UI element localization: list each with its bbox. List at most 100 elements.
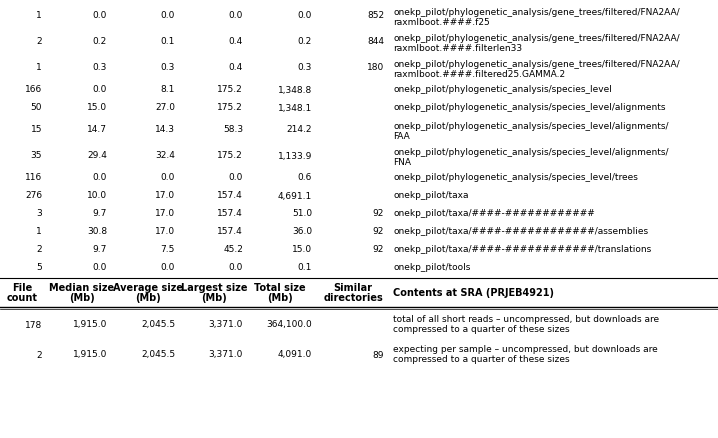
Text: 0.4: 0.4 <box>229 64 243 73</box>
Text: Total size: Total size <box>254 283 306 293</box>
Text: (Mb): (Mb) <box>201 293 227 303</box>
Text: 36.0: 36.0 <box>292 227 312 237</box>
Text: 17.0: 17.0 <box>155 191 175 201</box>
Text: 0.0: 0.0 <box>93 11 107 21</box>
Text: 0.0: 0.0 <box>93 264 107 272</box>
Text: 27.0: 27.0 <box>155 103 175 113</box>
Text: 0.0: 0.0 <box>228 173 243 183</box>
Text: 9.7: 9.7 <box>93 209 107 219</box>
Text: 58.3: 58.3 <box>223 126 243 134</box>
Text: Average size: Average size <box>113 283 183 293</box>
Text: 30.8: 30.8 <box>87 227 107 237</box>
Text: onekp_pilot/taxa: onekp_pilot/taxa <box>393 191 469 201</box>
Text: 0.0: 0.0 <box>93 85 107 95</box>
Text: onekp_pilot/taxa/####-############/assemblies: onekp_pilot/taxa/####-############/assem… <box>393 227 648 237</box>
Text: 17.0: 17.0 <box>155 209 175 219</box>
Text: 0.3: 0.3 <box>161 64 175 73</box>
Text: 45.2: 45.2 <box>223 246 243 254</box>
Text: 0.1: 0.1 <box>298 264 312 272</box>
Text: 844: 844 <box>367 38 384 46</box>
Text: onekp_pilot/phylogenetic_analysis/gene_trees/filtered/FNA2AA/: onekp_pilot/phylogenetic_analysis/gene_t… <box>393 60 680 69</box>
Text: 3: 3 <box>36 209 42 219</box>
Text: 32.4: 32.4 <box>155 152 175 160</box>
Text: onekp_pilot/taxa/####-############/translations: onekp_pilot/taxa/####-############/trans… <box>393 246 651 254</box>
Text: 14.7: 14.7 <box>87 126 107 134</box>
Text: 92: 92 <box>373 246 384 254</box>
Text: 15.0: 15.0 <box>87 103 107 113</box>
Text: 178: 178 <box>24 321 42 329</box>
Text: 1: 1 <box>36 11 42 21</box>
Text: onekp_pilot/phylogenetic_analysis/species_level/alignments/: onekp_pilot/phylogenetic_analysis/specie… <box>393 122 668 131</box>
Text: raxmlboot.####.filtered25.GAMMA.2: raxmlboot.####.filtered25.GAMMA.2 <box>393 70 565 79</box>
Text: 2: 2 <box>37 246 42 254</box>
Text: 1,915.0: 1,915.0 <box>73 350 107 360</box>
Text: 852: 852 <box>367 11 384 21</box>
Text: 8.1: 8.1 <box>161 85 175 95</box>
Text: 3,371.0: 3,371.0 <box>209 321 243 329</box>
Text: 9.7: 9.7 <box>93 246 107 254</box>
Text: 1: 1 <box>36 64 42 73</box>
Text: 1,915.0: 1,915.0 <box>73 321 107 329</box>
Text: 2: 2 <box>37 38 42 46</box>
Text: 0.0: 0.0 <box>298 11 312 21</box>
Text: 364,100.0: 364,100.0 <box>266 321 312 329</box>
Text: 89: 89 <box>373 350 384 360</box>
Text: Largest size: Largest size <box>181 283 247 293</box>
Text: 4,691.1: 4,691.1 <box>278 191 312 201</box>
Text: onekp_pilot/phylogenetic_analysis/species_level/alignments: onekp_pilot/phylogenetic_analysis/specie… <box>393 103 666 113</box>
Text: 116: 116 <box>24 173 42 183</box>
Text: onekp_pilot/tools: onekp_pilot/tools <box>393 264 470 272</box>
Text: 1,133.9: 1,133.9 <box>278 152 312 160</box>
Text: 0.4: 0.4 <box>229 38 243 46</box>
Text: 157.4: 157.4 <box>218 209 243 219</box>
Text: 0.0: 0.0 <box>161 173 175 183</box>
Text: 214.2: 214.2 <box>286 126 312 134</box>
Text: 157.4: 157.4 <box>218 191 243 201</box>
Text: Similar: Similar <box>333 283 373 293</box>
Text: 14.3: 14.3 <box>155 126 175 134</box>
Text: 0.0: 0.0 <box>93 173 107 183</box>
Text: 1,348.8: 1,348.8 <box>278 85 312 95</box>
Text: 1,348.1: 1,348.1 <box>278 103 312 113</box>
Text: 0.6: 0.6 <box>298 173 312 183</box>
Text: 1: 1 <box>36 227 42 237</box>
Text: expecting per sample – uncompressed, but downloads are: expecting per sample – uncompressed, but… <box>393 345 658 354</box>
Text: total of all short reads – uncompressed, but downloads are: total of all short reads – uncompressed,… <box>393 315 659 324</box>
Text: 15: 15 <box>30 126 42 134</box>
Text: Contents at SRA (PRJEB4921): Contents at SRA (PRJEB4921) <box>393 288 554 298</box>
Text: compressed to a quarter of these sizes: compressed to a quarter of these sizes <box>393 355 569 364</box>
Text: 276: 276 <box>25 191 42 201</box>
Text: FNA: FNA <box>393 158 411 167</box>
Text: 35: 35 <box>30 152 42 160</box>
Text: 15.0: 15.0 <box>292 246 312 254</box>
Text: (Mb): (Mb) <box>69 293 95 303</box>
Text: 4,091.0: 4,091.0 <box>278 350 312 360</box>
Text: 92: 92 <box>373 227 384 237</box>
Text: 17.0: 17.0 <box>155 227 175 237</box>
Text: 3,371.0: 3,371.0 <box>209 350 243 360</box>
Text: 10.0: 10.0 <box>87 191 107 201</box>
Text: onekp_pilot/phylogenetic_analysis/species_level/trees: onekp_pilot/phylogenetic_analysis/specie… <box>393 173 638 183</box>
Text: raxmlboot.####.filterlen33: raxmlboot.####.filterlen33 <box>393 44 522 53</box>
Text: 2,045.5: 2,045.5 <box>141 350 175 360</box>
Text: 175.2: 175.2 <box>218 103 243 113</box>
Text: 51.0: 51.0 <box>292 209 312 219</box>
Text: Median size: Median size <box>50 283 115 293</box>
Text: (Mb): (Mb) <box>267 293 293 303</box>
Text: 180: 180 <box>367 64 384 73</box>
Text: 2: 2 <box>37 350 42 360</box>
Text: 0.1: 0.1 <box>161 38 175 46</box>
Text: 0.3: 0.3 <box>93 64 107 73</box>
Text: FAA: FAA <box>393 132 410 141</box>
Text: 0.0: 0.0 <box>161 11 175 21</box>
Text: 157.4: 157.4 <box>218 227 243 237</box>
Text: onekp_pilot/phylogenetic_analysis/species_level: onekp_pilot/phylogenetic_analysis/specie… <box>393 85 612 95</box>
Text: 92: 92 <box>373 209 384 219</box>
Text: compressed to a quarter of these sizes: compressed to a quarter of these sizes <box>393 325 569 334</box>
Text: 175.2: 175.2 <box>218 85 243 95</box>
Text: 29.4: 29.4 <box>87 152 107 160</box>
Text: 2,045.5: 2,045.5 <box>141 321 175 329</box>
Text: onekp_pilot/phylogenetic_analysis/species_level/alignments/: onekp_pilot/phylogenetic_analysis/specie… <box>393 148 668 157</box>
Text: 0.0: 0.0 <box>228 264 243 272</box>
Text: onekp_pilot/phylogenetic_analysis/gene_trees/filtered/FNA2AA/: onekp_pilot/phylogenetic_analysis/gene_t… <box>393 8 680 17</box>
